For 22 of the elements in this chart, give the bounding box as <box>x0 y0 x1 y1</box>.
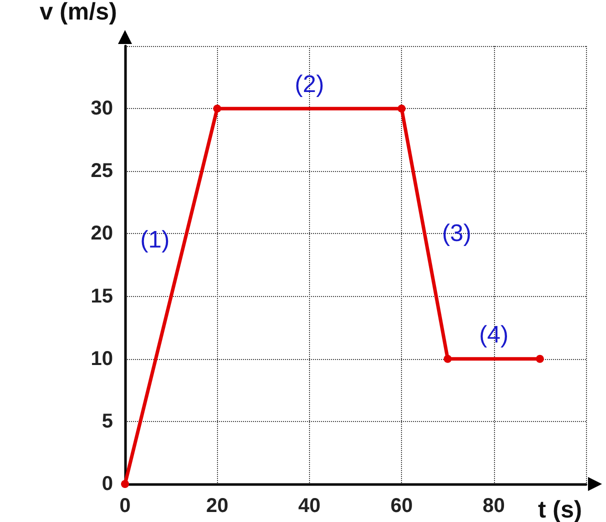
point <box>398 104 406 113</box>
y-tick-label: 0 <box>102 473 113 495</box>
point <box>213 104 222 113</box>
annotation: (2) <box>294 71 324 98</box>
annotation: (3) <box>442 220 472 248</box>
y-axis-title: v (m/s) <box>40 0 117 26</box>
point <box>444 354 452 363</box>
y-tick-label: 10 <box>90 348 113 370</box>
x-tick-label: 20 <box>206 495 228 517</box>
point <box>121 480 129 488</box>
point <box>536 354 544 363</box>
y-tick-label: 20 <box>90 222 113 245</box>
x-tick-label: 40 <box>298 495 321 517</box>
annotation: (4) <box>479 321 508 348</box>
x-tick-label: 80 <box>482 495 505 517</box>
x-tick-label: 0 <box>119 495 131 517</box>
y-tick-label: 5 <box>102 410 113 432</box>
y-tick-label: 30 <box>90 98 113 120</box>
y-tick-label: 25 <box>90 160 113 182</box>
y-tick-label: 15 <box>90 285 113 308</box>
annotation: (1) <box>140 226 170 254</box>
x-tick-label: 60 <box>390 495 413 517</box>
